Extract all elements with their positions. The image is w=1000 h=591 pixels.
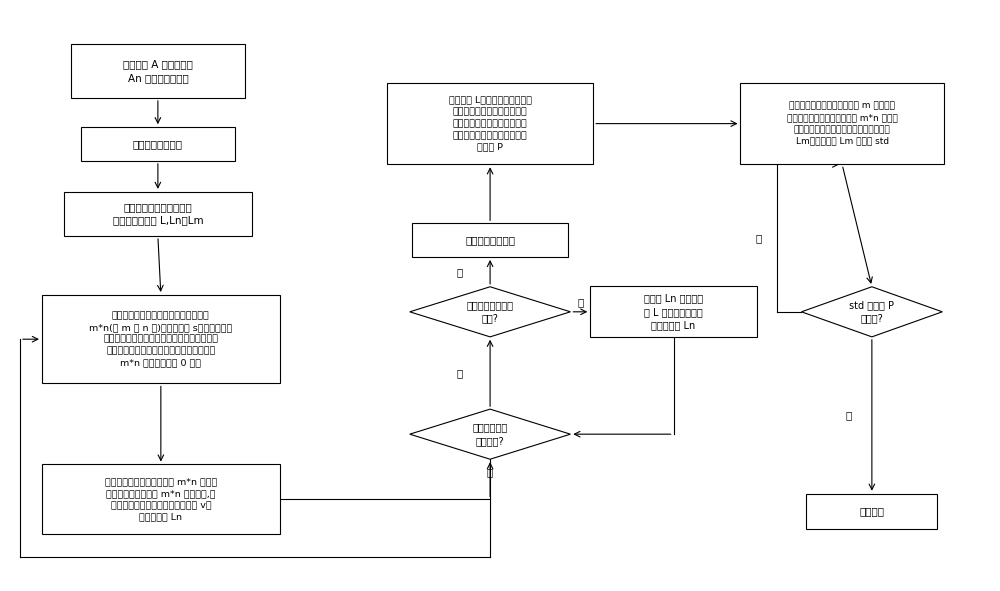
FancyBboxPatch shape bbox=[81, 127, 235, 161]
FancyBboxPatch shape bbox=[806, 493, 937, 528]
Text: 采集设备 A 的电流幅值
An 个周期作为样本: 采集设备 A 的电流幅值 An 个周期作为样本 bbox=[123, 60, 193, 83]
Polygon shape bbox=[801, 287, 942, 337]
FancyBboxPatch shape bbox=[42, 465, 280, 534]
FancyBboxPatch shape bbox=[71, 44, 245, 98]
Text: 否: 否 bbox=[487, 467, 493, 477]
FancyBboxPatch shape bbox=[590, 286, 757, 337]
FancyBboxPatch shape bbox=[64, 192, 252, 236]
FancyBboxPatch shape bbox=[387, 83, 593, 164]
Text: 否: 否 bbox=[846, 410, 852, 420]
Text: 设备预警: 设备预警 bbox=[859, 506, 884, 516]
Text: 将样本数据转换为二维矩
阵，初始化列表 L,Ln，Lm: 将样本数据转换为二维矩 阵，初始化列表 L,Ln，Lm bbox=[113, 202, 203, 226]
Text: 当前是否为矩
阵列尾部?: 当前是否为矩 阵列尾部? bbox=[472, 423, 508, 446]
FancyBboxPatch shape bbox=[412, 223, 568, 257]
Polygon shape bbox=[410, 287, 570, 337]
Text: 将上述参数作为卷积核，对 m*n 的矩阵
数据进行卷积，得到 m*n 的新矩阵,然
后按最大值进行池化，得到数据值 v，
并加入列表 Ln: 将上述参数作为卷积核，对 m*n 的矩阵 数据进行卷积，得到 m*n 的新矩阵,… bbox=[105, 478, 217, 522]
Text: 遍历列表 L，对各子列表分别计
算标准差，得到标准差波动范
围最大值和最小值，并乘以变
异阈值，得到正常运行的标准
差区间 P: 遍历列表 L，对各子列表分别计 算标准差，得到标准差波动范 围最大值和最小值，并… bbox=[449, 96, 532, 152]
Text: 各周期数据归一化: 各周期数据归一化 bbox=[133, 139, 183, 149]
Text: 当前是否为矩阵行
底部?: 当前是否为矩阵行 底部? bbox=[467, 300, 514, 323]
Text: 实测数据，获取当前实测数据 m 个周期的
数据，同样本计算规则一致按 m*n 滑动计
算到矩阵列尾部，将池化后数据加入列表
Lm，最终计算 Lm 标准差 std: 实测数据，获取当前实测数据 m 个周期的 数据，同样本计算规则一致按 m*n 滑… bbox=[787, 102, 898, 146]
Text: 否: 否 bbox=[577, 297, 583, 307]
Text: 是: 是 bbox=[456, 368, 462, 378]
Polygon shape bbox=[410, 409, 570, 459]
Text: std 是否在 P
范围内?: std 是否在 P 范围内? bbox=[849, 300, 894, 323]
FancyBboxPatch shape bbox=[42, 295, 280, 384]
Text: 是: 是 bbox=[456, 267, 462, 277]
Text: 将列表 Ln 加入到列
表 L 中，换行并重新
初始化列表 Ln: 将列表 Ln 加入到列 表 L 中，换行并重新 初始化列表 Ln bbox=[644, 294, 703, 330]
Text: 是: 是 bbox=[756, 233, 762, 243]
Text: 对二维矩阵进行滑动计算，滑动大小为
m*n(即 m 行 n 列)，滑动步长 s，分别计算对
应数据的均值、标准差、最大值、最小值、极
值、斜率、均方根、变异系数: 对二维矩阵进行滑动计算，滑动大小为 m*n(即 m 行 n 列)，滑动步长 s，… bbox=[89, 311, 232, 367]
Text: 表明样本计算完成: 表明样本计算完成 bbox=[465, 235, 515, 245]
FancyBboxPatch shape bbox=[740, 83, 944, 164]
